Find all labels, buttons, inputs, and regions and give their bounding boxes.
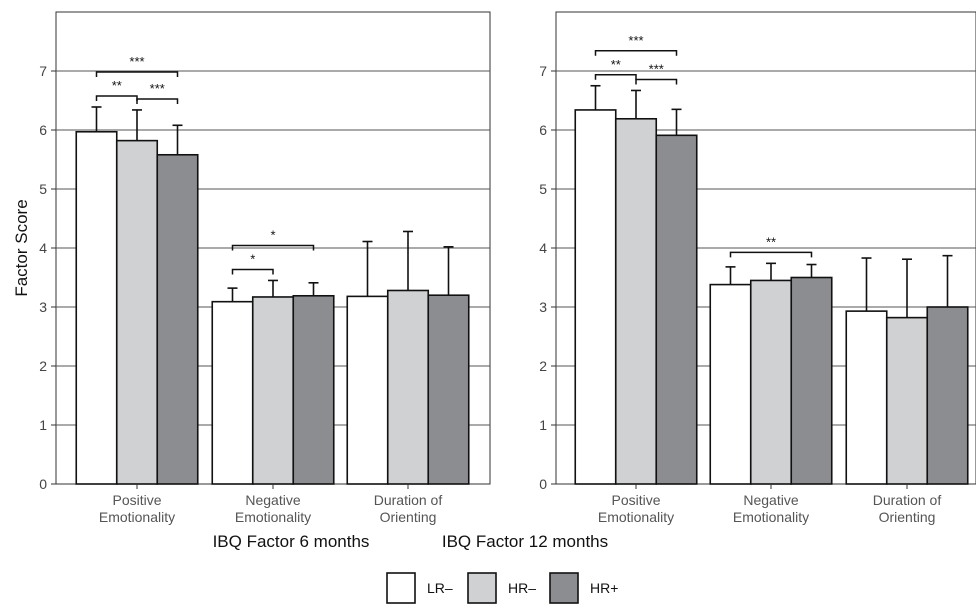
legend: LR– HR– HR+ — [386, 572, 618, 604]
category-label-line1: Positive — [112, 492, 161, 508]
bar-lr-0 — [75, 130, 118, 485]
bar-lr-2 — [845, 310, 888, 485]
significance-label: * — [250, 251, 255, 266]
category-label-line2: Orienting — [879, 509, 936, 525]
bar-lr-0 — [574, 109, 617, 485]
significance-bracket — [95, 95, 138, 101]
significance-bracket — [729, 251, 813, 258]
bar-lr-2 — [346, 295, 389, 485]
panel-12-months: 01234567PositiveEmotionalityNegativeEmot… — [442, 11, 976, 551]
category-label-line2: Emotionality — [235, 509, 311, 525]
panel-6-months: 01234567PositiveEmotionalityNegativeEmot… — [39, 11, 491, 551]
category-label-line2: Orienting — [380, 509, 437, 525]
bar-hr-2 — [386, 289, 430, 485]
significance-label: *** — [129, 54, 144, 69]
bar-hr-2 — [885, 316, 929, 485]
bar-hr-0 — [614, 117, 658, 485]
significance-bracket — [594, 74, 637, 80]
y-tick-label: 1 — [39, 417, 47, 433]
significance-bracket — [95, 71, 179, 77]
bar-hr+-1 — [790, 276, 833, 485]
significance-bracket — [231, 244, 315, 251]
category-label-line1: Duration of — [374, 492, 443, 508]
bar-hr+-2 — [427, 294, 470, 485]
significance-label: ** — [766, 234, 776, 249]
y-tick-label: 2 — [539, 358, 547, 374]
bar-hr-1 — [251, 296, 295, 485]
x-axis-title: IBQ Factor 12 months — [442, 532, 608, 551]
significance-label: ** — [611, 57, 621, 72]
significance-bracket — [635, 78, 678, 85]
legend-swatch — [549, 572, 579, 604]
y-tick-label: 0 — [539, 476, 547, 492]
category-label-line1: Negative — [245, 492, 300, 508]
significance-label: * — [270, 227, 275, 242]
significance-bracket — [594, 50, 678, 56]
y-tick-label: 4 — [539, 240, 547, 256]
category-label-line2: Emotionality — [733, 509, 809, 525]
bar-lr-1 — [709, 283, 752, 485]
significance-label: ** — [112, 78, 122, 93]
significance-label: *** — [150, 81, 165, 96]
significance-label: *** — [649, 61, 664, 76]
significance-bracket — [231, 268, 274, 275]
y-axis-title: Factor Score — [12, 199, 31, 296]
legend-label: LR– — [427, 580, 453, 596]
y-tick-label: 6 — [539, 122, 547, 138]
y-tick-label: 1 — [539, 417, 547, 433]
y-tick-label: 3 — [539, 299, 547, 315]
legend-swatch — [467, 572, 497, 604]
y-tick-label: 5 — [539, 181, 547, 197]
category-label-line1: Negative — [743, 492, 798, 508]
bar-hr-0 — [115, 139, 159, 485]
category-label-line1: Positive — [611, 492, 660, 508]
bar-hr+-0 — [156, 153, 199, 485]
bar-hr+-1 — [292, 294, 335, 485]
y-tick-label: 4 — [39, 240, 47, 256]
legend-label: HR– — [508, 580, 536, 596]
bar-hr+-0 — [655, 134, 698, 485]
y-tick-label: 6 — [39, 122, 47, 138]
significance-bracket — [136, 98, 179, 104]
y-tick-label: 5 — [39, 181, 47, 197]
legend-swatch — [386, 572, 416, 604]
y-tick-label: 7 — [539, 63, 547, 79]
y-tick-label: 2 — [39, 358, 47, 374]
category-label-line2: Emotionality — [598, 509, 674, 525]
legend-label: HR+ — [590, 580, 618, 596]
significance-label: *** — [628, 33, 643, 48]
y-tick-label: 7 — [39, 63, 47, 79]
category-label-line1: Duration of — [873, 492, 942, 508]
category-label-line2: Emotionality — [99, 509, 175, 525]
bar-lr-1 — [211, 300, 254, 485]
bar-hr-1 — [749, 279, 793, 485]
y-tick-label: 3 — [39, 299, 47, 315]
x-axis-title: IBQ Factor 6 months — [213, 532, 370, 551]
bar-hr+-2 — [926, 306, 969, 485]
y-tick-label: 0 — [39, 476, 47, 492]
